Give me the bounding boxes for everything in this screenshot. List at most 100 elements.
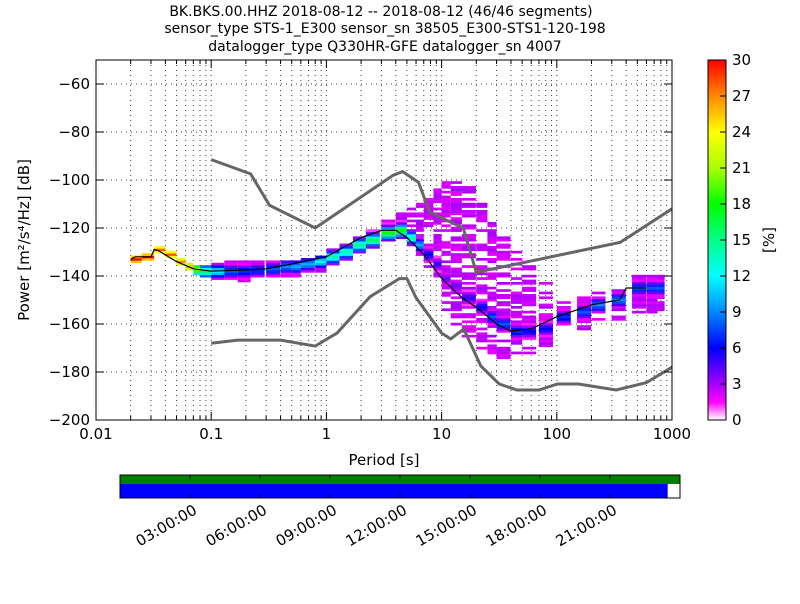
histogram-cell (339, 246, 353, 249)
histogram-cell (538, 303, 553, 307)
histogram-cell (266, 270, 281, 273)
y-tick-label: −80 (58, 123, 90, 141)
histogram-cell (326, 255, 340, 259)
histogram-cell (450, 286, 462, 290)
histogram-cell (657, 308, 665, 312)
histogram-cell (315, 267, 327, 271)
histogram-cell (300, 267, 315, 271)
histogram-cell (237, 274, 251, 278)
histogram-cell (646, 301, 658, 304)
histogram-cell (657, 291, 665, 295)
histogram-cell (280, 274, 292, 278)
histogram-cell (450, 258, 462, 261)
histogram-cell (476, 284, 488, 288)
histogram-cell (326, 250, 340, 254)
histogram-cell (522, 322, 537, 326)
histogram-cell (487, 298, 497, 302)
histogram-cell (476, 265, 488, 268)
histogram-cell (496, 272, 511, 276)
histogram-cell (450, 267, 462, 271)
histogram-cell (441, 294, 451, 297)
histogram-cell (176, 260, 186, 264)
histogram-cell (657, 279, 665, 283)
histogram-cell (441, 200, 451, 204)
histogram-cell (591, 298, 606, 302)
histogram-cell (632, 310, 647, 314)
histogram-cell (522, 301, 537, 304)
histogram-cell (461, 330, 476, 333)
histogram-cell (450, 248, 462, 252)
histogram-cell (450, 270, 462, 273)
histogram-cell (441, 277, 451, 280)
histogram-cell (522, 334, 537, 338)
histogram-cell (280, 260, 292, 264)
histogram-cell (416, 253, 424, 256)
histogram-cell (423, 250, 434, 254)
histogram-cell (441, 195, 451, 199)
histogram-cell (416, 226, 424, 230)
histogram-cell (496, 253, 511, 256)
histogram-cell (632, 282, 647, 285)
histogram-cell (496, 325, 511, 328)
histogram-cell (237, 262, 251, 266)
x-axis-ticks: 0.01 0.1 1 10 100 1000 (79, 60, 691, 443)
histogram-cell (496, 339, 511, 343)
histogram-cell (591, 306, 606, 309)
histogram-cell (556, 322, 571, 326)
histogram-cell (476, 243, 488, 247)
histogram-cell (224, 262, 238, 266)
title-line-1: BK.BKS.00.HHZ 2018-08-12 -- 2018-08-12 (… (169, 4, 592, 20)
histogram-cell (611, 289, 626, 292)
histogram-cell (441, 246, 451, 249)
histogram-cell (646, 274, 658, 278)
histogram-cell (266, 274, 281, 278)
histogram-cell (433, 246, 442, 249)
histogram-cell (646, 296, 658, 300)
histogram-cell (395, 224, 407, 228)
histogram-cell (433, 200, 442, 204)
histogram-cell (450, 205, 462, 208)
histogram-cell (441, 260, 451, 264)
histogram-cell (154, 248, 166, 252)
histogram-cell (577, 303, 592, 307)
histogram-cell (461, 306, 476, 309)
histogram-cell (522, 325, 537, 328)
histogram-cell (326, 248, 340, 252)
histogram-cell (522, 315, 537, 319)
histogram-cell (510, 334, 523, 338)
histogram-cell (450, 315, 462, 319)
histogram-cell (441, 291, 451, 295)
histogram-cell (538, 342, 553, 345)
histogram-cell (461, 188, 476, 192)
histogram-cell (510, 327, 523, 331)
histogram-cell (291, 260, 301, 264)
histogram-cell (461, 226, 476, 230)
histogram-cell (450, 193, 462, 196)
histogram-cell (476, 306, 488, 309)
histogram-cell (193, 265, 201, 268)
histogram-cell (441, 265, 451, 268)
x-tick-label: 100 (542, 425, 571, 443)
histogram-cell (441, 198, 451, 201)
histogram-cell (611, 294, 626, 297)
histogram-cell (487, 320, 497, 324)
histogram-cell (522, 310, 537, 314)
histogram-cell (416, 219, 424, 223)
histogram-cell (395, 222, 407, 225)
histogram-cell (395, 212, 407, 216)
histogram-cell (441, 308, 451, 312)
histogram-cell (450, 296, 462, 300)
histogram-cell (577, 325, 592, 328)
histogram-cell (496, 351, 511, 355)
histogram-cell (461, 212, 476, 216)
histogram-cell (433, 262, 442, 266)
histogram-cell (522, 303, 537, 307)
histogram-cell (476, 248, 488, 252)
histogram-cell (487, 294, 497, 297)
histogram-cell (450, 308, 462, 312)
histogram-cell (450, 274, 462, 278)
histogram-cell (416, 205, 424, 208)
histogram-cell (423, 217, 434, 220)
histogram-cell (510, 313, 523, 316)
histogram-cell (365, 229, 380, 232)
